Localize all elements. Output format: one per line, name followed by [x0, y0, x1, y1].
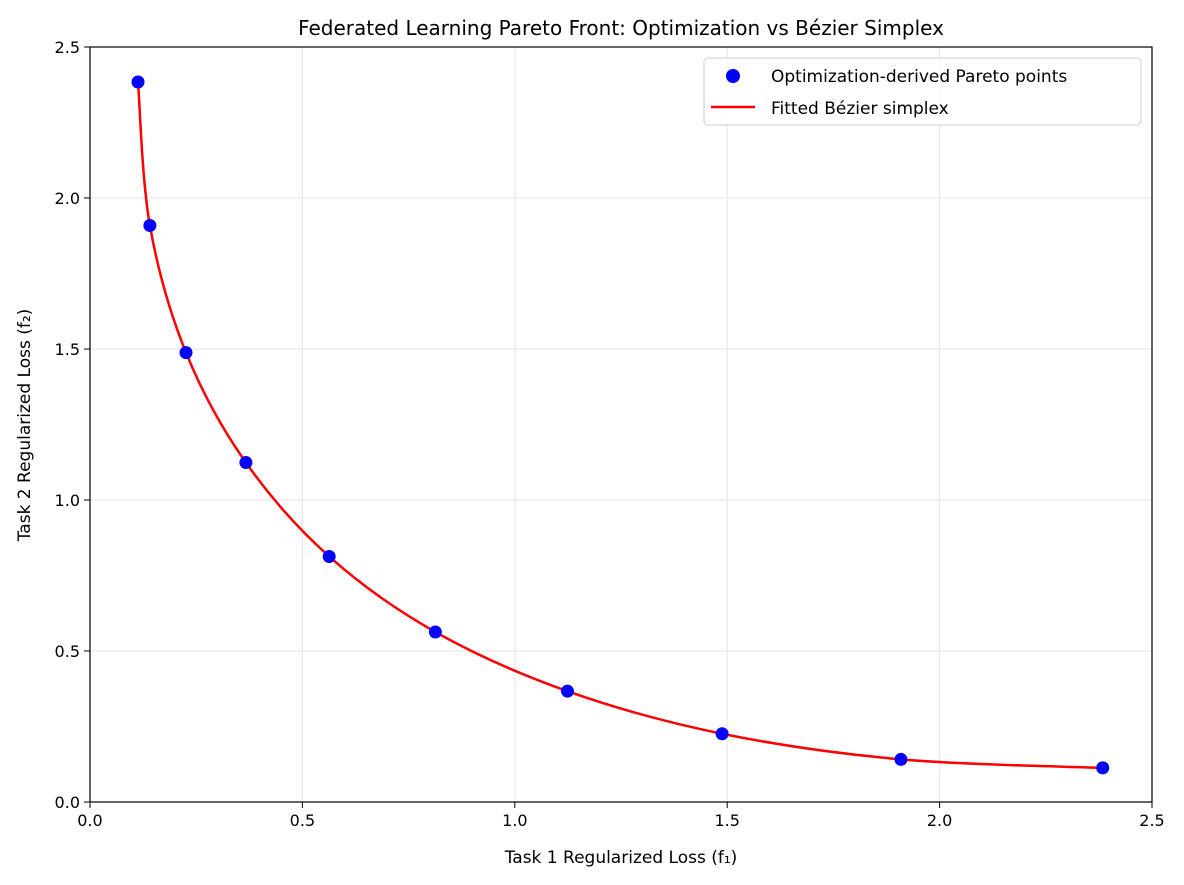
x-tick-label: 1.5 [714, 811, 739, 830]
legend-box [703, 57, 1142, 126]
grid [89, 46, 1153, 803]
x-tick-label: 2.5 [1139, 811, 1164, 830]
pareto-point [143, 218, 157, 232]
y-tick-label: 2.5 [55, 38, 80, 57]
pareto-point [239, 456, 253, 470]
y-tick-label: 0.5 [55, 642, 80, 661]
pareto-point [894, 752, 908, 766]
legend-marker-points [726, 69, 740, 83]
legend-label-line: Fitted Bézier simplex [771, 99, 949, 119]
x-tick-label: 1.0 [502, 811, 527, 830]
legend-label-points: Optimization-derived Pareto points [771, 67, 1067, 87]
plot-frame [89, 46, 1153, 803]
legend: Optimization-derived Pareto points Fitte… [703, 57, 1142, 126]
y-axis-label: Task 2 Regularized Loss (f₂) [15, 309, 35, 543]
y-tick-label: 1.5 [55, 340, 80, 359]
chart-title: Federated Learning Pareto Front: Optimiz… [298, 16, 944, 40]
bezier-curve-line [136, 81, 1103, 770]
y-tick-label: 1.0 [55, 491, 80, 510]
x-tick-label: 0.0 [77, 811, 102, 830]
ticks: 0.0 0.5 1.0 1.5 2.0 2.5 0.0 0.5 1.0 1.5 2.0 2.5 [55, 38, 1165, 830]
x-axis-label: Task 1 Regularized Loss (f₁) [504, 848, 738, 868]
y-tick-label: 2.0 [55, 189, 80, 208]
pareto-point [428, 625, 442, 639]
pareto-point [1096, 761, 1110, 775]
x-tick-label: 0.5 [290, 811, 315, 830]
pareto-point [131, 75, 145, 89]
curve-layer [136, 81, 1103, 770]
pareto-point [322, 549, 336, 563]
pareto-point [715, 727, 729, 741]
pareto-point [179, 346, 193, 360]
x-tick-label: 2.0 [927, 811, 952, 830]
y-tick-label: 0.0 [55, 793, 80, 812]
pareto-point [560, 684, 574, 698]
points-layer [131, 75, 1110, 775]
